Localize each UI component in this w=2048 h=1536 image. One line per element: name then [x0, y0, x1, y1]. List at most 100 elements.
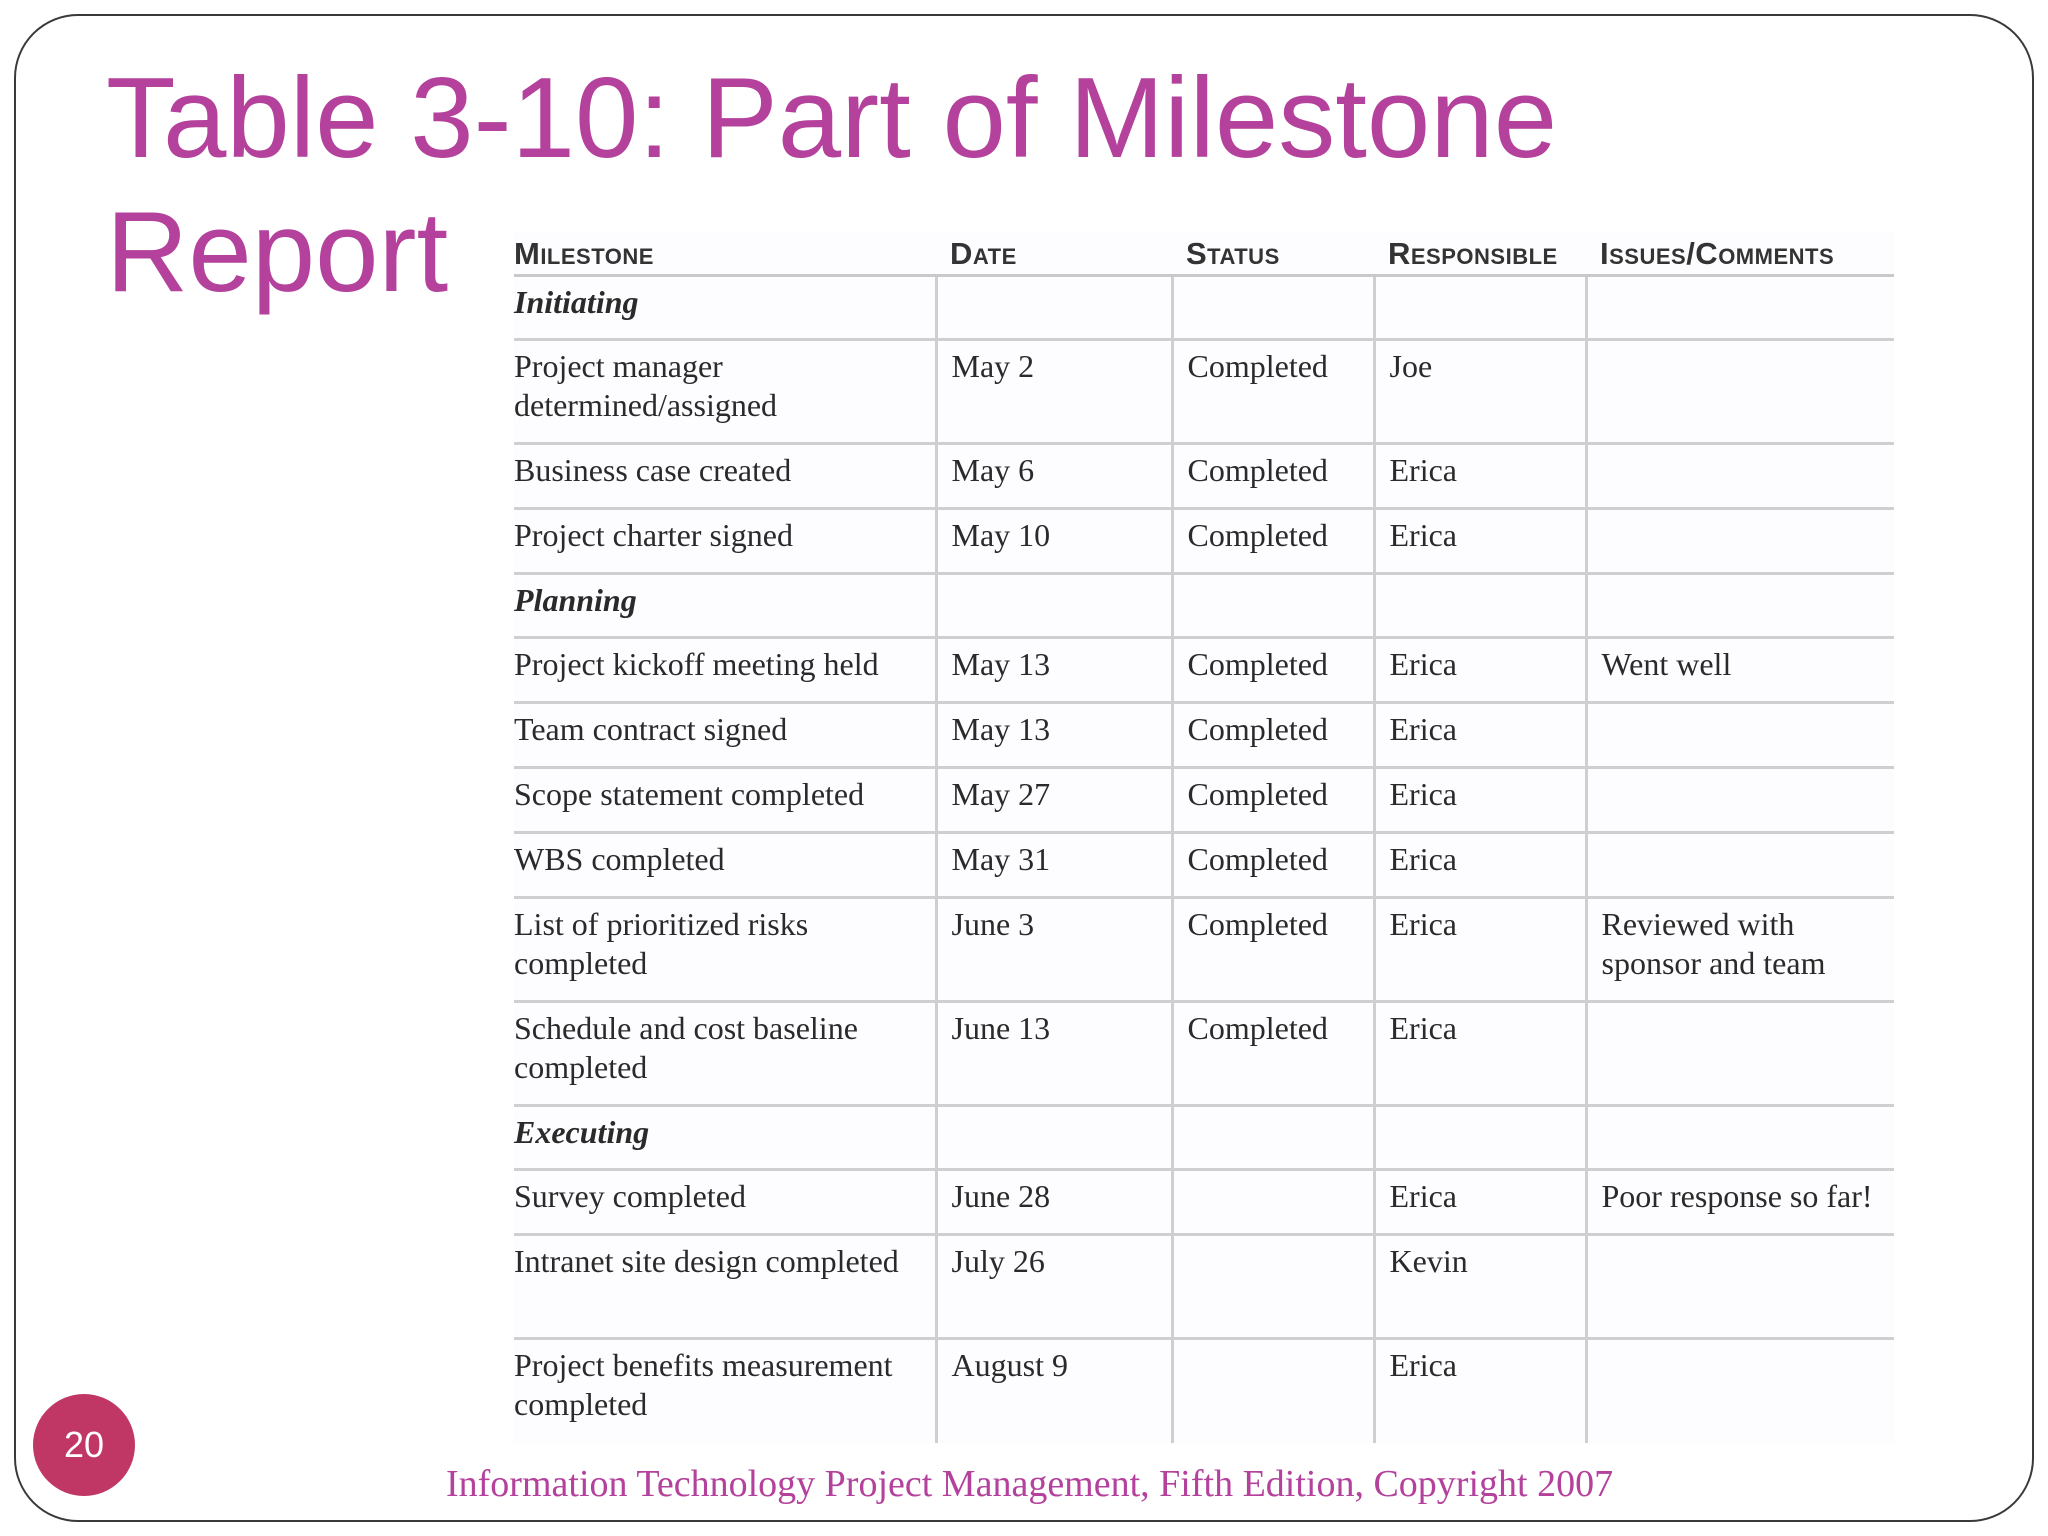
- date-cell: August 9: [934, 1338, 1172, 1443]
- responsible-cell: Erica: [1372, 508, 1586, 575]
- responsible-cell: Erica: [1372, 637, 1586, 704]
- table-cell: [1372, 1105, 1586, 1171]
- milestone-table: Milestone Date Status Responsible Issues…: [514, 232, 1894, 1443]
- table-cell: [1170, 573, 1374, 639]
- table-row: Business case created May 6 Completed Er…: [514, 443, 1894, 510]
- date-cell: May 27: [934, 767, 1172, 834]
- status-cell: Completed: [1170, 1001, 1374, 1107]
- date-cell: May 13: [934, 637, 1172, 704]
- table-cell: [1584, 573, 1894, 639]
- table-row-phase-executing: Executing: [514, 1105, 1894, 1171]
- table-cell: [934, 1105, 1172, 1171]
- comments-cell: [1584, 1234, 1894, 1340]
- table-row: Team contract signed May 13 Completed Er…: [514, 702, 1894, 769]
- status-cell: Completed: [1170, 767, 1374, 834]
- date-cell: June 28: [934, 1169, 1172, 1236]
- comments-cell: [1584, 508, 1894, 575]
- status-cell: Completed: [1170, 339, 1374, 445]
- table-row-phase-planning: Planning: [514, 573, 1894, 639]
- date-cell: May 2: [934, 339, 1172, 445]
- table-cell: [1170, 275, 1374, 341]
- table-row: Project benefits measurement completed A…: [514, 1338, 1894, 1443]
- table-row: Schedule and cost baseline completed Jun…: [514, 1001, 1894, 1107]
- table-cell: [934, 573, 1172, 639]
- milestone-cell: Project charter signed: [514, 508, 936, 575]
- table-row: Project kickoff meeting held May 13 Comp…: [514, 637, 1894, 704]
- status-cell: [1170, 1338, 1374, 1443]
- milestone-cell: Schedule and cost baseline completed: [514, 1001, 936, 1107]
- table-row: Project charter signed May 10 Completed …: [514, 508, 1894, 575]
- column-header-milestone: Milestone: [514, 232, 936, 277]
- responsible-cell: Erica: [1372, 702, 1586, 769]
- date-cell: May 13: [934, 702, 1172, 769]
- phase-label: Planning: [514, 573, 936, 639]
- status-cell: Completed: [1170, 508, 1374, 575]
- table-cell: [1170, 1105, 1374, 1171]
- table-row-phase-initiating: Initiating: [514, 275, 1894, 341]
- table-row: Project manager determined/assigned May …: [514, 339, 1894, 445]
- column-header-date: Date: [936, 232, 1172, 277]
- table-cell: [1584, 275, 1894, 341]
- table-body: Initiating Project manager determined/as…: [514, 275, 1894, 1443]
- status-cell: Completed: [1170, 443, 1374, 510]
- comments-cell: [1584, 832, 1894, 899]
- comments-cell: [1584, 702, 1894, 769]
- comments-cell: Reviewed with sponsor and team: [1584, 897, 1894, 1003]
- status-cell: Completed: [1170, 832, 1374, 899]
- milestone-cell: Project benefits measurement completed: [514, 1347, 893, 1422]
- responsible-cell: Joe: [1372, 339, 1586, 445]
- column-header-issues-comments: Issues/Comments: [1586, 232, 1894, 277]
- status-cell: [1170, 1169, 1374, 1236]
- status-cell: Completed: [1170, 702, 1374, 769]
- milestone-cell: Business case created: [514, 443, 936, 510]
- status-cell: Completed: [1170, 897, 1374, 1003]
- milestone-cell: Project manager determined/assigned: [514, 339, 936, 445]
- milestone-cell: Project kickoff meeting held: [514, 637, 936, 704]
- table-cell: [934, 275, 1172, 341]
- milestone-table-container: Milestone Date Status Responsible Issues…: [514, 232, 1894, 1443]
- responsible-cell: Erica: [1372, 1338, 1586, 1443]
- date-cell: June 13: [934, 1001, 1172, 1107]
- table-cell: [1584, 1105, 1894, 1171]
- footer-citation: Information Technology Project Managemen…: [446, 1463, 1614, 1505]
- table-row: Scope statement completed May 27 Complet…: [514, 767, 1894, 834]
- column-header-status: Status: [1172, 232, 1374, 277]
- milestone-cell: Scope statement completed: [514, 767, 936, 834]
- date-cell: July 26: [934, 1234, 1172, 1340]
- responsible-cell: Erica: [1372, 832, 1586, 899]
- status-cell: Completed: [1170, 637, 1374, 704]
- table-row: WBS completed May 31 Completed Erica: [514, 832, 1894, 899]
- responsible-cell: Erica: [1372, 1001, 1586, 1107]
- milestone-cell: Intranet site design completed: [514, 1234, 936, 1340]
- responsible-cell: Erica: [1372, 897, 1586, 1003]
- milestone-cell: List of prioritized risks completed: [514, 897, 936, 1003]
- date-cell: May 6: [934, 443, 1172, 510]
- comments-cell: Went well: [1584, 637, 1894, 704]
- status-cell: [1170, 1234, 1374, 1340]
- column-header-responsible: Responsible: [1374, 232, 1586, 277]
- phase-label: Executing: [514, 1105, 936, 1171]
- phase-label: Initiating: [514, 275, 936, 341]
- responsible-cell: Erica: [1372, 767, 1586, 834]
- milestone-cell: Survey completed: [514, 1169, 936, 1236]
- date-cell: June 3: [934, 897, 1172, 1003]
- table-cell: [1372, 573, 1586, 639]
- table-cell: [1372, 275, 1586, 341]
- comments-cell: [1584, 443, 1894, 510]
- date-cell: May 10: [934, 508, 1172, 575]
- table-header-row: Milestone Date Status Responsible Issues…: [514, 232, 1894, 277]
- comments-cell: [1584, 1001, 1894, 1107]
- comments-cell: Poor response so far!: [1584, 1169, 1894, 1236]
- responsible-cell: Erica: [1372, 443, 1586, 510]
- table-row: Intranet site design completed July 26 K…: [514, 1234, 1894, 1340]
- table-row: Survey completed June 28 Erica Poor resp…: [514, 1169, 1894, 1236]
- page-number-badge: 20: [33, 1394, 135, 1496]
- milestone-cell: WBS completed: [514, 832, 936, 899]
- responsible-cell: Kevin: [1372, 1234, 1586, 1340]
- comments-cell: [1584, 767, 1894, 834]
- slide-title: Table 3-10: Part of Milestone Report: [106, 55, 1558, 316]
- table-row: List of prioritized risks completed June…: [514, 897, 1894, 1003]
- responsible-cell: Erica: [1372, 1169, 1586, 1236]
- date-cell: May 31: [934, 832, 1172, 899]
- comments-cell: [1584, 339, 1894, 445]
